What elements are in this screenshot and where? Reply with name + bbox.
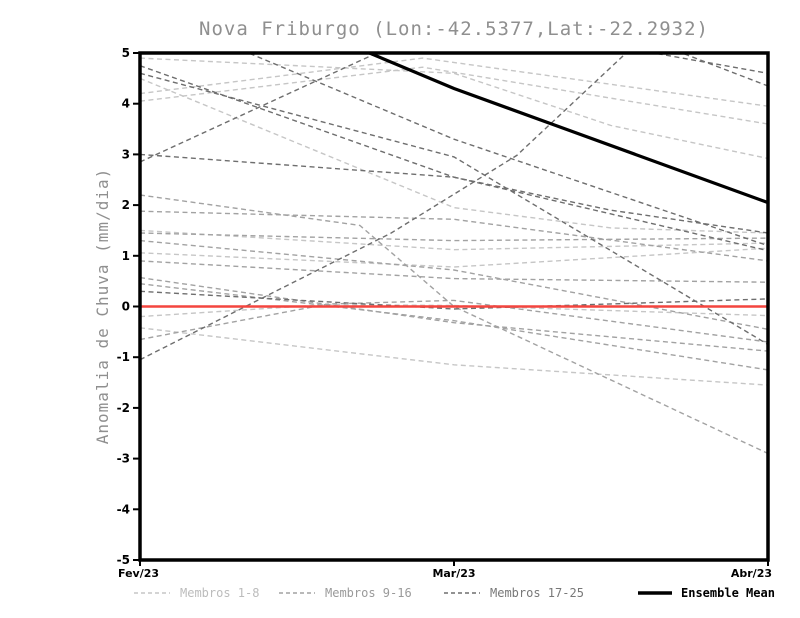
- member-line-medium-10: [140, 276, 768, 352]
- y-tick-label: 5: [122, 46, 130, 60]
- member-line-dark-19: [140, 53, 768, 361]
- member-line-light-4: [140, 229, 768, 251]
- member-line-dark-20: [246, 53, 768, 247]
- member-line-dark-17: [140, 72, 768, 346]
- member-line-light-0: [140, 57, 768, 160]
- legend-label: Membros 17-25: [490, 586, 584, 600]
- y-tick-label: -2: [117, 401, 130, 415]
- axes-layer: -5 -4 -3 -2 -1 0 1 2 3 4 5 Fev/23 Mar/23 Abr/23: [117, 46, 772, 580]
- member-line-medium-11: [140, 299, 768, 343]
- legend-item-members-9-16: Membros 9-16: [279, 586, 412, 600]
- y-axis-label: Anomalia de Chuva (mm/dia): [93, 168, 112, 444]
- member-line-medium-15: [140, 232, 768, 242]
- x-tick-label: Mar/23: [432, 567, 475, 580]
- legend-label: Ensemble Mean: [681, 586, 775, 600]
- y-tick-label: -3: [117, 452, 130, 466]
- y-tick-label: -5: [117, 553, 130, 567]
- y-tick-label: 3: [122, 147, 130, 161]
- plot-frame: [138, 51, 770, 562]
- member-line-dark-21: [140, 290, 768, 310]
- member-line-light-1: [140, 57, 768, 107]
- x-tick-label: Fev/23: [118, 567, 159, 580]
- member-line-medium-13: [140, 283, 768, 371]
- y-tick-label: -1: [117, 350, 130, 364]
- chart-title: Nova Friburgo (Lon:-42.5377,Lat:-22.2932…: [199, 18, 709, 40]
- member-line-light-7: [140, 327, 768, 386]
- member-line-light-6: [140, 303, 768, 318]
- legend-item-members-1-8: Membros 1-8: [134, 586, 259, 600]
- member-line-light-2: [140, 66, 768, 125]
- y-tick-label: 1: [122, 249, 130, 263]
- member-line-medium-9: [140, 260, 768, 283]
- chart-legend: Membros 1-8 Membros 9-16 Membros 17-25 E…: [134, 586, 775, 600]
- member-line-light-3: [140, 77, 768, 234]
- member-line-dark-18: [140, 53, 768, 163]
- legend-item-members-17-25: Membros 17-25: [444, 586, 584, 600]
- y-tick-label: 0: [122, 300, 130, 314]
- y-tick-label: -4: [117, 502, 130, 516]
- member-line-medium-12: [140, 239, 768, 330]
- legend-label: Membros 9-16: [325, 586, 412, 600]
- y-tick-label: 4: [122, 97, 130, 111]
- series-layer: [140, 53, 768, 455]
- member-line-light-5: [140, 247, 768, 268]
- y-tick-label: 2: [122, 198, 130, 212]
- ensemble-mean-line: [365, 53, 768, 205]
- member-line-medium-8: [140, 210, 768, 262]
- member-line-medium-14: [140, 194, 768, 455]
- x-tick-label: Abr/23: [731, 567, 772, 580]
- legend-label: Membros 1-8: [180, 586, 259, 600]
- legend-item-ensemble-mean: Ensemble Mean: [638, 586, 775, 600]
- member-line-dark-22: [140, 153, 768, 234]
